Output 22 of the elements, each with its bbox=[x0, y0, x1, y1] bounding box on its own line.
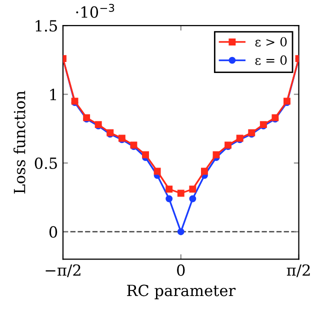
point bbox=[166, 186, 173, 193]
point bbox=[212, 151, 220, 158]
x-axis-title: RC parameter bbox=[127, 284, 236, 300]
point bbox=[189, 186, 196, 193]
point bbox=[177, 228, 184, 236]
legend-label: ε = 0 bbox=[255, 55, 287, 65]
x-tick-label: 0 bbox=[177, 264, 185, 276]
legend-label: ε > 0 bbox=[255, 37, 287, 47]
y-tick-label: 1.5 bbox=[36, 20, 57, 32]
x-tick-label: π/2 bbox=[286, 264, 310, 278]
point bbox=[154, 168, 161, 175]
y-tick-label: 0 bbox=[49, 226, 58, 238]
point bbox=[200, 168, 208, 175]
point bbox=[166, 195, 173, 202]
text: ·10$^{−3}$ bbox=[76, 4, 114, 18]
y-tick-label: 0.5 bbox=[34, 157, 57, 170]
point bbox=[142, 151, 149, 158]
point bbox=[177, 190, 184, 197]
y-tick-label: 1 bbox=[50, 88, 56, 100]
point bbox=[189, 195, 196, 202]
y-axis-title: Loss function bbox=[13, 90, 26, 194]
x-tick-label: −π/2 bbox=[46, 264, 80, 278]
